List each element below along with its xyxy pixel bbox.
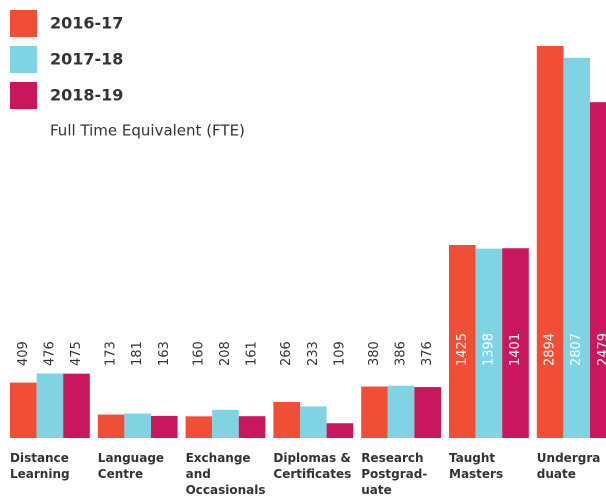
legend-label: 2018-19 — [50, 86, 123, 105]
bar — [212, 409, 239, 438]
bar — [185, 416, 213, 438]
category-label: Undergraduate — [536, 451, 601, 481]
category-label: Diplomas & Certificates — [273, 451, 352, 481]
value-label: 2894 — [543, 333, 558, 366]
bar — [449, 244, 476, 438]
value-label: 233 — [306, 341, 321, 366]
value-label: 409 — [16, 341, 31, 366]
bar — [238, 416, 266, 438]
value-label: 376 — [420, 341, 435, 366]
category-label: Taught Masters — [449, 451, 504, 481]
bar — [273, 401, 300, 438]
bar — [414, 387, 441, 438]
bar — [36, 373, 64, 438]
value-label: 380 — [367, 341, 382, 366]
bar — [151, 415, 178, 438]
value-label: 160 — [191, 341, 206, 366]
value-label: 266 — [279, 341, 294, 366]
bar — [475, 248, 503, 438]
category-label: Research Postgrad-uate — [361, 451, 428, 497]
bar — [563, 57, 590, 438]
value-label: 161 — [245, 341, 260, 366]
bar — [502, 248, 529, 438]
category-label: Language Centre — [97, 451, 165, 481]
bar — [387, 385, 415, 438]
bar — [536, 46, 564, 438]
bar — [590, 102, 606, 438]
legend-swatch — [10, 46, 37, 73]
bar — [361, 386, 388, 438]
value-label: 1398 — [481, 333, 496, 366]
category-label: Exchange and Occasionals — [185, 451, 266, 497]
bar — [97, 414, 125, 438]
value-label: 2807 — [569, 333, 584, 366]
value-label: 1401 — [508, 333, 523, 366]
value-label: 173 — [104, 341, 119, 366]
value-label: 476 — [42, 341, 57, 366]
legend-label: 2016-17 — [50, 14, 123, 33]
bar — [63, 373, 90, 438]
legend-swatch — [10, 10, 37, 37]
chart-subtitle: Full Time Equivalent (FTE) — [50, 122, 245, 140]
category-label: Distance Learning — [10, 451, 70, 481]
value-label: 181 — [130, 341, 145, 366]
value-label: 208 — [218, 341, 233, 366]
value-label: 475 — [69, 341, 84, 366]
bar — [300, 406, 327, 438]
value-label: 1425 — [455, 333, 470, 366]
bar — [124, 413, 151, 438]
value-label: 163 — [157, 341, 172, 366]
bar — [326, 423, 354, 438]
bar — [10, 382, 37, 438]
legend-label: 2017-18 — [50, 50, 123, 69]
legend-swatch — [10, 82, 37, 109]
value-label: 386 — [394, 341, 409, 366]
value-label: 2479 — [596, 333, 606, 366]
value-label: 109 — [332, 341, 347, 366]
